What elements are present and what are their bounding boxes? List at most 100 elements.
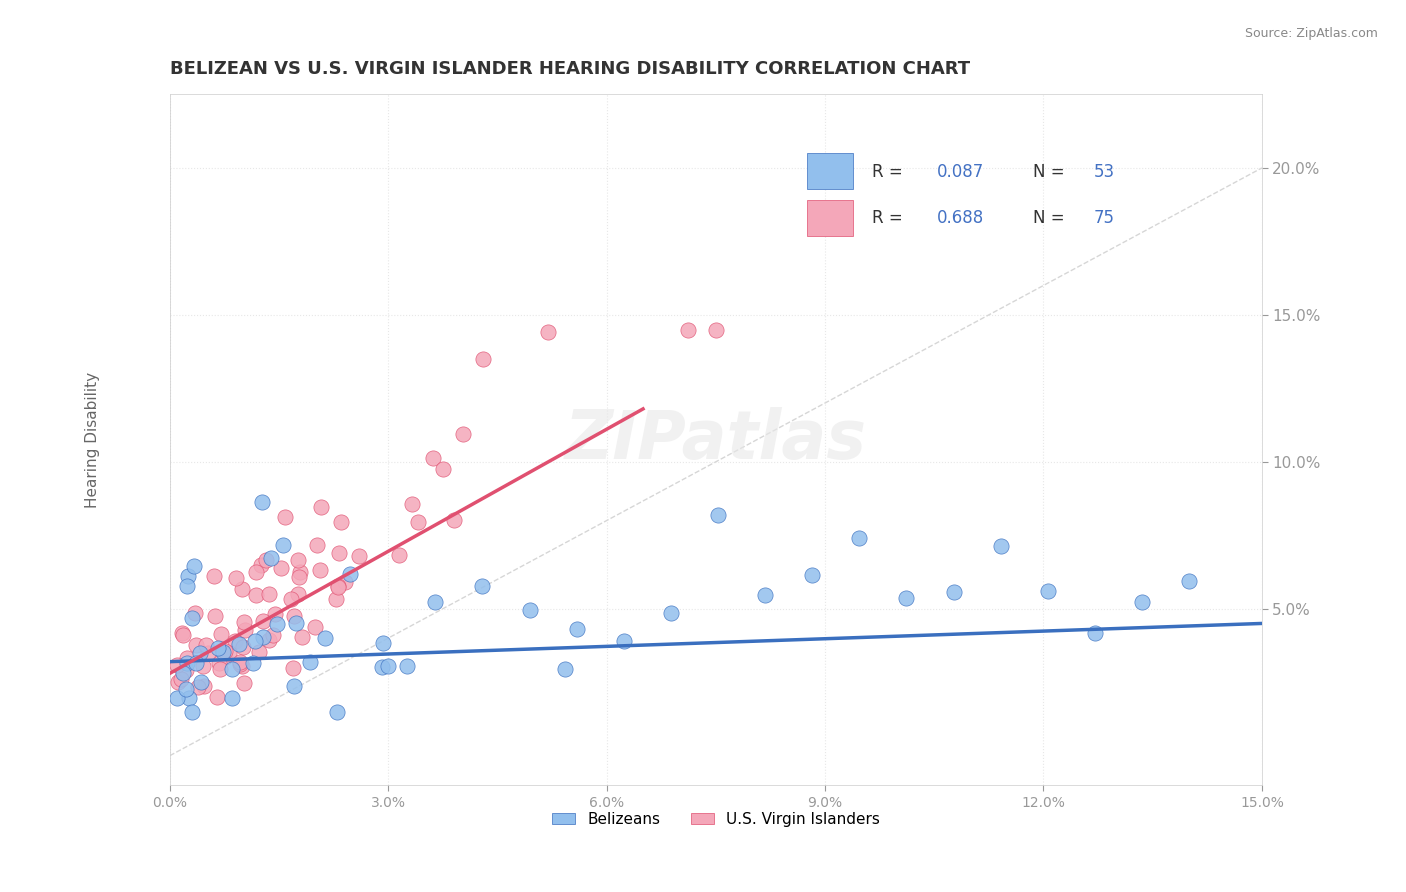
Belizeans bbox=[176, 569, 198, 583]
U.S. Virgin Islanders bbox=[233, 615, 256, 629]
Belizeans bbox=[326, 705, 349, 719]
U.S. Virgin Islanders bbox=[202, 569, 225, 583]
U.S. Virgin Islanders bbox=[195, 638, 218, 652]
U.S. Virgin Islanders bbox=[288, 570, 311, 584]
Belizeans bbox=[176, 656, 198, 670]
U.S. Virgin Islanders bbox=[270, 561, 292, 575]
Belizeans bbox=[190, 675, 212, 690]
Belizeans bbox=[260, 550, 283, 565]
Belizeans bbox=[179, 691, 201, 706]
Belizeans bbox=[754, 588, 776, 602]
U.S. Virgin Islanders bbox=[250, 558, 273, 573]
Belizeans bbox=[252, 631, 274, 645]
U.S. Virgin Islanders bbox=[235, 623, 257, 637]
U.S. Virgin Islanders bbox=[283, 609, 305, 624]
U.S. Virgin Islanders bbox=[287, 587, 309, 601]
Legend: Belizeans, U.S. Virgin Islanders: Belizeans, U.S. Virgin Islanders bbox=[546, 805, 886, 833]
Belizeans bbox=[896, 591, 918, 605]
Belizeans bbox=[613, 633, 636, 648]
Belizeans bbox=[221, 690, 243, 705]
Belizeans bbox=[166, 691, 188, 706]
U.S. Virgin Islanders bbox=[247, 645, 270, 659]
Belizeans bbox=[801, 568, 824, 582]
U.S. Virgin Islanders bbox=[225, 571, 247, 585]
U.S. Virgin Islanders bbox=[214, 643, 236, 657]
Belizeans bbox=[990, 539, 1012, 553]
U.S. Virgin Islanders bbox=[451, 426, 474, 441]
Belizeans bbox=[848, 531, 870, 545]
Belizeans bbox=[659, 606, 682, 620]
Belizeans bbox=[180, 610, 202, 624]
U.S. Virgin Islanders bbox=[229, 657, 252, 672]
Belizeans bbox=[188, 647, 211, 661]
Belizeans bbox=[245, 633, 267, 648]
U.S. Virgin Islanders bbox=[274, 510, 297, 524]
U.S. Virgin Islanders bbox=[262, 628, 284, 642]
U.S. Virgin Islanders bbox=[245, 566, 267, 580]
U.S. Virgin Islanders bbox=[471, 351, 494, 366]
Belizeans bbox=[565, 622, 588, 636]
U.S. Virgin Islanders bbox=[184, 606, 207, 620]
U.S. Virgin Islanders bbox=[172, 625, 194, 640]
Belizeans bbox=[314, 631, 336, 645]
U.S. Virgin Islanders bbox=[166, 674, 188, 689]
U.S. Virgin Islanders bbox=[204, 609, 226, 624]
U.S. Virgin Islanders bbox=[245, 588, 267, 602]
Text: BELIZEAN VS U.S. VIRGIN ISLANDER HEARING DISABILITY CORRELATION CHART: BELIZEAN VS U.S. VIRGIN ISLANDER HEARING… bbox=[170, 60, 970, 78]
U.S. Virgin Islanders bbox=[172, 628, 194, 642]
Belizeans bbox=[285, 615, 308, 630]
U.S. Virgin Islanders bbox=[193, 679, 215, 693]
Belizeans bbox=[1036, 584, 1059, 599]
Belizeans bbox=[299, 656, 322, 670]
U.S. Virgin Islanders bbox=[401, 497, 423, 511]
U.S. Virgin Islanders bbox=[283, 661, 305, 675]
U.S. Virgin Islanders bbox=[328, 580, 350, 594]
U.S. Virgin Islanders bbox=[290, 565, 312, 579]
U.S. Virgin Islanders bbox=[432, 462, 454, 476]
Belizeans bbox=[180, 705, 202, 719]
U.S. Virgin Islanders bbox=[287, 553, 309, 567]
U.S. Virgin Islanders bbox=[329, 515, 352, 529]
U.S. Virgin Islanders bbox=[186, 638, 208, 652]
Belizeans bbox=[371, 660, 394, 674]
U.S. Virgin Islanders bbox=[304, 620, 326, 634]
Belizeans bbox=[1178, 574, 1201, 588]
U.S. Virgin Islanders bbox=[218, 646, 240, 660]
U.S. Virgin Islanders bbox=[537, 325, 560, 339]
U.S. Virgin Islanders bbox=[231, 582, 253, 596]
Belizeans bbox=[212, 645, 235, 659]
Belizeans bbox=[207, 640, 229, 655]
Belizeans bbox=[425, 594, 447, 608]
U.S. Virgin Islanders bbox=[328, 546, 350, 560]
U.S. Virgin Islanders bbox=[263, 607, 285, 621]
U.S. Virgin Islanders bbox=[214, 650, 236, 665]
Belizeans bbox=[377, 659, 399, 673]
U.S. Virgin Islanders bbox=[325, 592, 347, 607]
Belizeans bbox=[183, 559, 205, 574]
U.S. Virgin Islanders bbox=[231, 659, 253, 673]
U.S. Virgin Islanders bbox=[176, 651, 198, 665]
U.S. Virgin Islanders bbox=[676, 322, 699, 336]
U.S. Virgin Islanders bbox=[422, 450, 444, 465]
Y-axis label: Hearing Disability: Hearing Disability bbox=[86, 372, 100, 508]
Belizeans bbox=[942, 584, 965, 599]
U.S. Virgin Islanders bbox=[443, 513, 465, 527]
Belizeans bbox=[176, 579, 198, 593]
Belizeans bbox=[172, 665, 194, 680]
U.S. Virgin Islanders bbox=[166, 658, 188, 673]
Text: Source: ZipAtlas.com: Source: ZipAtlas.com bbox=[1244, 27, 1378, 40]
U.S. Virgin Islanders bbox=[174, 663, 197, 677]
U.S. Virgin Islanders bbox=[388, 549, 411, 563]
Belizeans bbox=[471, 579, 494, 593]
U.S. Virgin Islanders bbox=[347, 549, 370, 563]
Text: ZIPatlas: ZIPatlas bbox=[565, 407, 868, 473]
Belizeans bbox=[395, 658, 418, 673]
U.S. Virgin Islanders bbox=[291, 630, 314, 644]
U.S. Virgin Islanders bbox=[280, 591, 302, 606]
U.S. Virgin Islanders bbox=[187, 680, 209, 694]
U.S. Virgin Islanders bbox=[232, 676, 254, 690]
U.S. Virgin Islanders bbox=[170, 672, 193, 686]
Belizeans bbox=[221, 663, 243, 677]
U.S. Virgin Islanders bbox=[305, 538, 328, 552]
U.S. Virgin Islanders bbox=[208, 656, 231, 670]
